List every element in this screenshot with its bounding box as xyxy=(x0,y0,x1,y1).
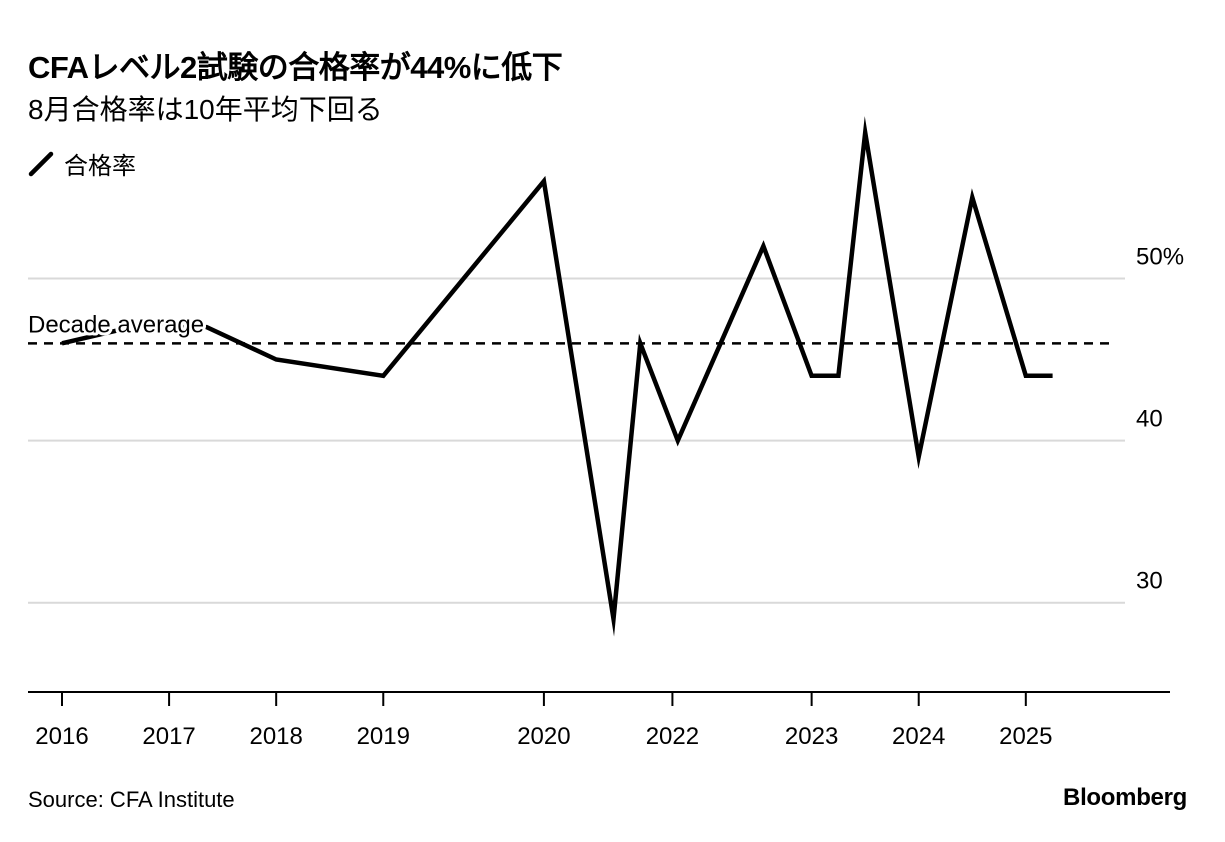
decade-average-label: Decade average xyxy=(28,311,204,338)
x-tick-label: 2023 xyxy=(785,723,838,750)
legend-label: 合格率 xyxy=(64,153,136,180)
y-tick-label: 30 xyxy=(1136,568,1163,595)
x-tick-label: 2020 xyxy=(517,723,570,750)
y-tick-label: 40 xyxy=(1136,406,1163,433)
x-tick-label: 2017 xyxy=(142,723,195,750)
x-tick-label: 2016 xyxy=(35,723,88,750)
chart-subtitle: 8月合格率は10年平均下回る xyxy=(28,94,383,125)
x-tick-label: 2025 xyxy=(999,723,1052,750)
bloomberg-logo: Bloomberg xyxy=(1063,784,1187,811)
source-note: Source: CFA Institute xyxy=(28,787,235,812)
x-tick-label: 2019 xyxy=(357,723,410,750)
x-tick-label: 2022 xyxy=(646,723,699,750)
y-tick-label: 50% xyxy=(1136,243,1184,270)
legend-line-icon xyxy=(28,151,54,176)
legend: 合格率 xyxy=(28,146,136,181)
x-tick-label: 2018 xyxy=(249,723,302,750)
x-tick-label: 2024 xyxy=(892,723,945,750)
chart-title: CFAレベル2試験の合格率が44%に低下 xyxy=(28,50,563,85)
series-line-pass-rate xyxy=(61,116,1053,637)
